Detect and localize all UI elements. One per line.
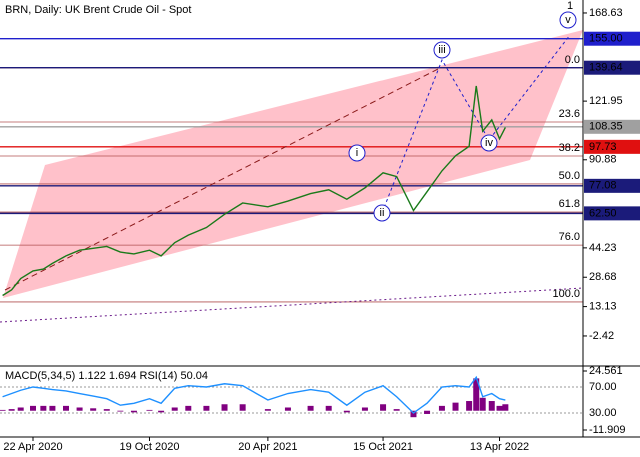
macd-bar [466,401,473,411]
macd-bar [40,405,47,411]
level-box [584,31,640,46]
fib-label: 0.0 [565,54,580,66]
fib-label: 50.0 [559,170,580,182]
macd-bar [393,409,400,411]
wave-label: v [565,14,571,26]
macd-bar [185,405,192,411]
macd-bar [171,407,178,411]
macd-bar [0,409,6,411]
level-box [584,60,640,75]
level-box [584,119,640,134]
level-label: 97.73 [589,141,617,153]
y2-tick-label: 70.00 [589,381,617,393]
level-label: 77.08 [589,180,617,192]
macd-bar [502,404,509,411]
macd-bar [8,409,15,411]
macd-bar [488,401,495,411]
y2-tick-label: 30.00 [589,407,617,419]
level-label: 139.64 [589,62,623,74]
wave-label: i [356,147,358,159]
macd-bar [325,405,332,411]
macd-bar [63,405,69,411]
macd-bar [496,405,503,411]
macd-bar [221,404,228,411]
macd-bar [452,402,459,411]
macd-bar [130,410,137,413]
level-box [584,139,640,154]
y-tick-label: 44.23 [589,242,617,254]
price-line [2,85,506,297]
x-tick-label: 15 Oct 2021 [353,441,413,453]
chart-title: BRN, Daily: UK Brent Crude Oil - Spot [5,4,191,16]
level-label: 155.00 [589,33,623,45]
macd-bar [479,397,486,411]
fib-label: 100.0 [552,288,580,300]
x-tick-label: 22 Apr 2020 [3,441,62,453]
macd-bar [424,410,431,414]
macd-bar [410,410,417,418]
x-tick-label: 19 Oct 2020 [120,441,180,453]
level-label: 62.50 [589,207,617,219]
y-tick-label: 24.561 [589,365,623,377]
wave-label: iv [485,137,493,149]
wave-label: 1 [567,0,573,12]
level-label: 108.35 [589,121,623,133]
macd-bar [49,405,56,411]
trend-line [0,287,584,323]
fib-label: 38.2 [559,142,580,154]
wave-label: ii [380,207,385,219]
rsi-line [2,375,506,414]
wave-circle [373,204,391,222]
macd-bar [146,409,153,411]
macd-bar [17,407,24,411]
fib-label: 76.0 [559,231,580,243]
macd-bar [203,405,210,411]
fib-label: 23.6 [559,108,580,120]
macd-bar [284,407,291,411]
x-tick-label: 20 Apr 2021 [238,441,297,453]
y-tick-label: 168.63 [589,7,623,19]
channel [3,30,583,298]
wave-label: iii [438,44,445,56]
macd-bar [76,407,83,411]
wave-circle [433,41,451,59]
level-box [584,206,640,221]
macd-bar [103,409,110,411]
macd-bar [158,410,165,413]
indicator-title: MACD(5,34,5) 1.122 1.694 RSI(14) 50.04 [5,370,208,382]
y-tick-label: 90.88 [589,154,617,166]
wave-circle [348,144,366,162]
macd-bar [307,405,314,411]
wave-circle [559,11,577,29]
wave-path [381,34,571,214]
macd-bar [239,404,246,411]
y-tick-label: 121.95 [589,95,623,107]
macd-bar [380,404,387,411]
macd-bar [343,410,350,413]
level-box [584,178,640,193]
macd-bar [30,405,36,411]
macd-bar [117,410,124,412]
y-tick-label: -2.42 [589,330,614,342]
y-tick-label: -11.909 [589,424,626,436]
wave-circle [480,134,498,152]
fib-label: 61.8 [559,198,580,210]
y-tick-label: 28.68 [589,271,617,283]
macd-bar [473,378,480,411]
trend-line [4,67,441,291]
macd-bar [438,405,445,411]
y-tick-label: 13.13 [589,301,617,313]
x-tick-label: 13 Apr 2022 [470,441,529,453]
macd-bar [361,407,368,411]
macd-bar [264,409,271,411]
macd-bar [90,408,97,411]
